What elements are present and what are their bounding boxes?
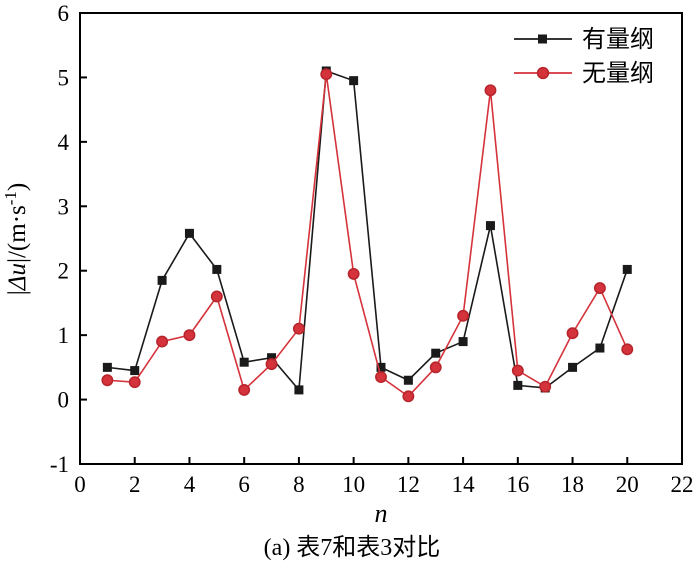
data-point-marker <box>621 343 634 356</box>
data-point-marker <box>511 364 524 377</box>
data-point-marker <box>375 371 387 383</box>
legend: 有量纲 无量纲 <box>514 26 654 87</box>
y-tick-label: 6 <box>58 1 70 26</box>
legend-label-series-1: 无量纲 <box>582 60 654 87</box>
data-point-marker <box>458 337 468 347</box>
data-point-marker <box>431 348 441 358</box>
x-tick-label: 4 <box>184 472 196 497</box>
y-tick-label: 2 <box>58 259 70 284</box>
data-point-marker <box>593 282 606 295</box>
data-point-marker <box>101 374 114 387</box>
x-tick-label: 0 <box>74 472 86 497</box>
x-tick-label: 16 <box>506 472 529 497</box>
x-tick-label: 20 <box>616 472 639 497</box>
data-point-marker <box>238 383 251 396</box>
data-point-marker <box>292 322 305 335</box>
data-point-marker <box>402 390 415 403</box>
y-tick-label: 4 <box>58 130 70 155</box>
data-point-marker <box>102 362 112 372</box>
y-tick-label: -1 <box>50 452 69 477</box>
y-tick-label: 0 <box>58 388 70 413</box>
data-point-marker <box>130 366 140 376</box>
data-point-marker <box>320 68 333 81</box>
data-point-marker <box>347 267 360 280</box>
legend-label-series-0: 有量纲 <box>582 26 654 53</box>
x-tick-label: 8 <box>293 472 305 497</box>
data-point-marker <box>294 385 304 395</box>
data-point-marker <box>485 221 495 231</box>
data-point-marker <box>376 362 386 372</box>
data-point-marker <box>265 358 278 371</box>
data-point-marker <box>184 228 194 238</box>
x-tick-label: 10 <box>342 472 365 497</box>
data-point-marker <box>183 329 196 342</box>
data-point-marker <box>349 76 359 86</box>
x-tick-label: 6 <box>238 472 250 497</box>
legend-marker-square-icon <box>538 34 547 44</box>
figure-caption: (a) 表7和表3对比 <box>264 534 441 561</box>
data-point-marker <box>595 343 605 353</box>
data-point-marker <box>457 309 470 322</box>
y-tick-label: 5 <box>58 65 70 90</box>
data-point-marker <box>484 84 497 97</box>
y-tick-label: 1 <box>58 323 70 348</box>
y-axis-label: |Δu|/(m·s-1) <box>1 183 31 295</box>
plot-border <box>79 12 683 465</box>
data-point-marker <box>539 380 552 393</box>
x-tick-label: 18 <box>561 472 584 497</box>
data-point-marker <box>403 375 413 385</box>
x-axis-label: n <box>375 499 388 528</box>
x-tick-label: 2 <box>129 472 141 497</box>
data-point-marker <box>156 335 169 348</box>
legend-marker-circle-icon <box>536 66 550 80</box>
x-tick-label: 12 <box>397 472 420 497</box>
data-point-marker <box>128 376 141 389</box>
x-tick-label: 22 <box>671 472 694 497</box>
data-point-marker <box>212 264 222 274</box>
x-tick-label: 14 <box>452 472 476 497</box>
data-point-marker <box>210 290 223 303</box>
data-point-marker <box>566 327 579 340</box>
data-point-marker <box>429 361 442 374</box>
data-point-marker <box>513 380 523 390</box>
data-point-marker <box>267 353 277 363</box>
data-point-marker <box>157 275 167 285</box>
data-point-marker <box>622 264 632 274</box>
data-point-marker <box>239 357 249 367</box>
data-point-marker <box>568 362 578 372</box>
y-tick-label: 3 <box>58 194 70 219</box>
